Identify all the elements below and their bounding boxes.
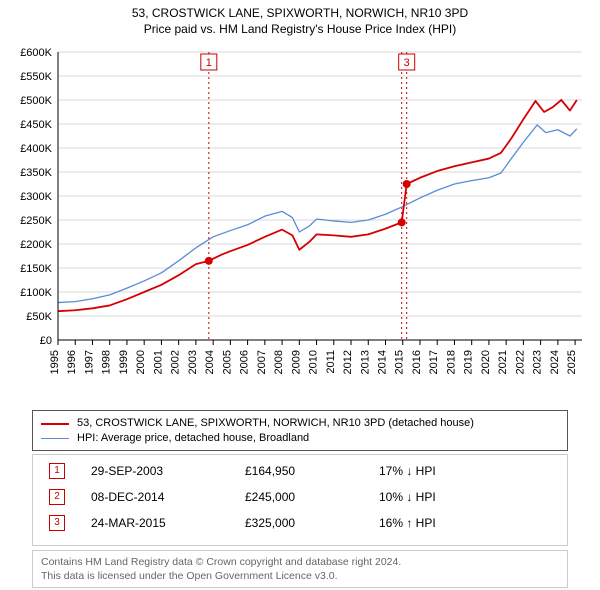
legend-swatch: [41, 423, 69, 425]
svg-text:2002: 2002: [170, 350, 182, 374]
event-pct: 16% ↑ HPI: [379, 516, 489, 530]
legend-label: 53, CROSTWICK LANE, SPIXWORTH, NORWICH, …: [77, 416, 474, 431]
title-line-1: 53, CROSTWICK LANE, SPIXWORTH, NORWICH, …: [0, 6, 600, 20]
chart-titles: 53, CROSTWICK LANE, SPIXWORTH, NORWICH, …: [0, 0, 600, 36]
event-number-icon: 1: [49, 463, 65, 479]
svg-text:1996: 1996: [66, 350, 78, 374]
svg-text:1999: 1999: [118, 350, 130, 374]
svg-text:£550K: £550K: [20, 71, 52, 83]
svg-text:2001: 2001: [152, 350, 164, 374]
event-pct: 17% ↓ HPI: [379, 464, 489, 478]
event-price: £245,000: [245, 490, 353, 504]
svg-text:2009: 2009: [290, 350, 302, 374]
svg-text:3: 3: [404, 57, 410, 69]
title-line-2: Price paid vs. HM Land Registry's House …: [0, 22, 600, 36]
svg-text:2018: 2018: [445, 350, 457, 374]
svg-text:2023: 2023: [532, 350, 544, 374]
legend: 53, CROSTWICK LANE, SPIXWORTH, NORWICH, …: [32, 410, 568, 451]
events-table: 1 29-SEP-2003 £164,950 17% ↓ HPI 2 08-DEC-201…: [32, 454, 568, 546]
legend-swatch: [41, 438, 69, 439]
legend-row: 53, CROSTWICK LANE, SPIXWORTH, NORWICH, …: [41, 416, 559, 431]
svg-text:2011: 2011: [325, 350, 337, 374]
svg-text:2025: 2025: [566, 350, 578, 374]
svg-text:2021: 2021: [497, 350, 509, 374]
event-number-icon: 2: [49, 489, 65, 505]
svg-text:1995: 1995: [49, 350, 61, 374]
legend-label: HPI: Average price, detached house, Broa…: [77, 431, 309, 446]
svg-text:£50K: £50K: [26, 311, 52, 323]
svg-text:2000: 2000: [135, 350, 147, 374]
footer-line-2: This data is licensed under the Open Gov…: [41, 569, 559, 583]
svg-text:2008: 2008: [273, 350, 285, 374]
svg-text:1997: 1997: [83, 350, 95, 374]
svg-text:2004: 2004: [204, 350, 216, 374]
event-number-icon: 3: [49, 515, 65, 531]
svg-text:£250K: £250K: [20, 215, 52, 227]
event-price: £164,950: [245, 464, 353, 478]
footer-line-1: Contains HM Land Registry data © Crown c…: [41, 555, 559, 569]
event-row: 2 08-DEC-2014 £245,000 10% ↓ HPI: [45, 489, 555, 505]
svg-text:2020: 2020: [480, 350, 492, 374]
legend-row: HPI: Average price, detached house, Broa…: [41, 431, 559, 446]
svg-text:2019: 2019: [463, 350, 475, 374]
event-row: 1 29-SEP-2003 £164,950 17% ↓ HPI: [45, 463, 555, 479]
svg-text:£450K: £450K: [20, 119, 52, 131]
event-price: £325,000: [245, 516, 353, 530]
svg-text:2003: 2003: [187, 350, 199, 374]
svg-text:2022: 2022: [514, 350, 526, 374]
event-date: 08-DEC-2014: [91, 490, 219, 504]
svg-text:£600K: £600K: [20, 47, 52, 59]
svg-text:1998: 1998: [101, 350, 113, 374]
svg-text:£350K: £350K: [20, 167, 52, 179]
svg-text:2007: 2007: [256, 350, 268, 374]
svg-text:£150K: £150K: [20, 263, 52, 275]
svg-text:2024: 2024: [549, 350, 561, 374]
svg-text:2014: 2014: [377, 350, 389, 374]
svg-text:£400K: £400K: [20, 143, 52, 155]
svg-text:£500K: £500K: [20, 95, 52, 107]
event-date: 29-SEP-2003: [91, 464, 219, 478]
svg-text:£200K: £200K: [20, 239, 52, 251]
price-chart: £0 £50K £100K £150K £200K £250K £300K £350K £400…: [10, 46, 590, 406]
svg-text:1: 1: [206, 57, 212, 69]
event-row: 3 24-MAR-2015 £325,000 16% ↑ HPI: [45, 515, 555, 531]
svg-text:2010: 2010: [308, 350, 320, 374]
svg-text:2006: 2006: [239, 350, 251, 374]
chart-svg: £0 £50K £100K £150K £200K £250K £300K £350K £400…: [10, 46, 590, 406]
svg-text:2017: 2017: [428, 350, 440, 374]
svg-text:£300K: £300K: [20, 191, 52, 203]
attribution-footer: Contains HM Land Registry data © Crown c…: [32, 550, 568, 588]
event-pct: 10% ↓ HPI: [379, 490, 489, 504]
svg-text:2016: 2016: [411, 350, 423, 374]
event-date: 24-MAR-2015: [91, 516, 219, 530]
svg-text:£100K: £100K: [20, 287, 52, 299]
svg-text:2012: 2012: [342, 350, 354, 374]
svg-text:2015: 2015: [394, 350, 406, 374]
svg-text:2005: 2005: [221, 350, 233, 374]
svg-text:2013: 2013: [359, 350, 371, 374]
svg-text:£0: £0: [40, 335, 52, 347]
